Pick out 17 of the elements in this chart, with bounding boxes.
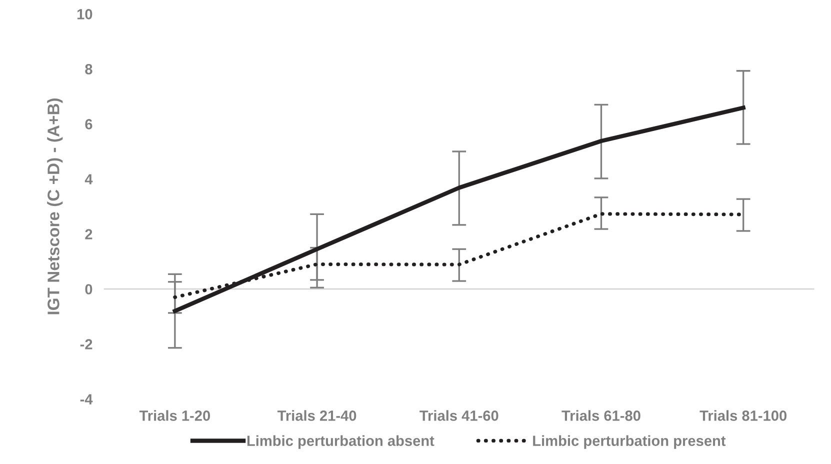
x-tick-label: Trials 1-20 <box>139 410 210 421</box>
line-series <box>172 106 746 314</box>
legend-label: Limbic perturbation absent <box>247 435 434 449</box>
y-tick-label: -2 <box>80 339 92 350</box>
y-tick-label: 2 <box>85 229 92 240</box>
legend-label: Limbic perturbation present <box>533 435 726 449</box>
y-tick-label: 10 <box>77 9 92 20</box>
x-tick-label: Trials 61-80 <box>562 410 640 421</box>
x-tick-label: Trials 21-40 <box>277 410 356 421</box>
y-tick-label: 6 <box>85 119 92 130</box>
y-tick-label: 4 <box>84 174 93 184</box>
y-tick-label: 8 <box>85 64 92 74</box>
x-tick-label: Trials 81-100 <box>700 410 787 421</box>
x-tick-label: Trials 41-60 <box>420 410 498 421</box>
y-tick-label: -4 <box>80 394 93 404</box>
y-tick-label: 0 <box>85 284 92 294</box>
y-axis-title: IGT Netscore (C +D) - (A+B) <box>47 98 63 314</box>
